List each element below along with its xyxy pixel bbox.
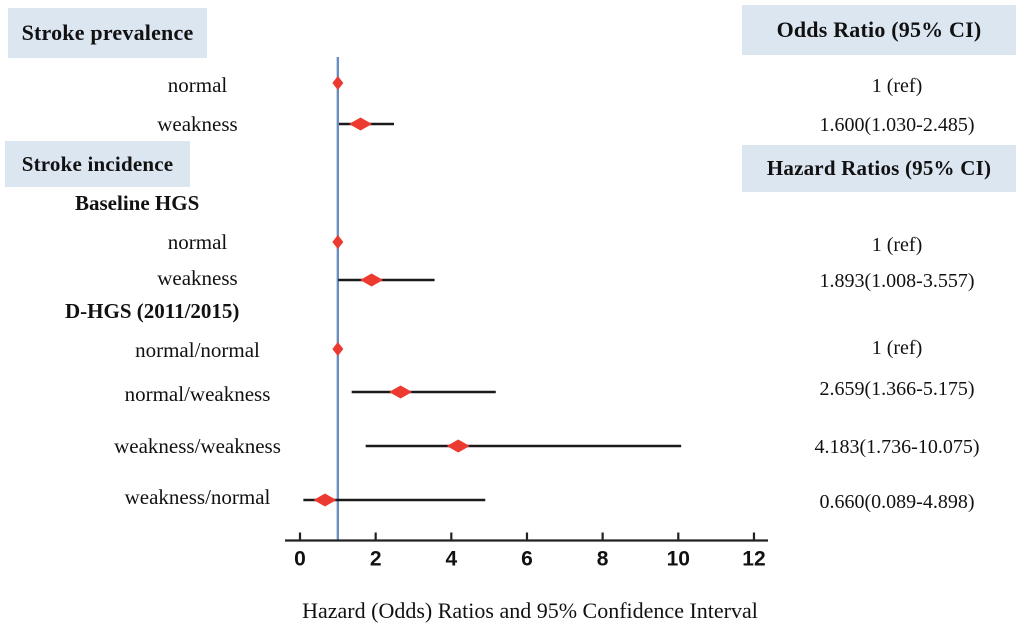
x-axis-tick-label: 10 <box>667 548 690 571</box>
estimate-diamond <box>389 385 413 399</box>
estimate-diamond <box>360 273 384 287</box>
x-axis-tick-label: 6 <box>521 548 533 571</box>
x-axis-label: Hazard (Odds) Ratios and 95% Confidence … <box>302 598 758 623</box>
row-value: 1 (ref) <box>871 234 923 256</box>
estimate-diamond <box>349 117 373 131</box>
row-value: 4.183(1.736-10.075) <box>814 436 980 458</box>
row-label: normal/normal <box>135 338 260 362</box>
estimate-diamond <box>332 235 344 249</box>
column-header-odds-ratio: Odds Ratio (95% CI) <box>742 5 1016 55</box>
section-header-stroke-prevalence: Stroke prevalence <box>8 8 207 58</box>
x-axis-tick-label: 2 <box>370 548 382 571</box>
estimate-diamond <box>332 76 344 90</box>
x-axis-tick-label: 12 <box>742 548 765 571</box>
estimate-diamond <box>446 439 470 453</box>
row-value: 0.660(0.089-4.898) <box>819 491 975 513</box>
row-label: weakness/weakness <box>114 434 281 458</box>
row-value: 2.659(1.366-5.175) <box>819 378 975 400</box>
row-label: weakness <box>157 112 238 136</box>
row-label: weakness/normal <box>124 485 271 509</box>
column-header-hazard-ratios: Hazard Ratios (95% CI) <box>742 145 1016 192</box>
row-label: normal/weakness <box>124 382 271 406</box>
estimate-diamond <box>332 342 344 356</box>
row-value: 1.600(1.030-2.485) <box>819 114 975 136</box>
row-value: 1.893(1.008-3.557) <box>819 270 975 292</box>
row-label: normal <box>167 230 228 254</box>
group-label-d-hgs: D-HGS (2011/2015) <box>65 299 240 323</box>
group-label-baseline-hgs: Baseline HGS <box>75 191 200 215</box>
row-label: normal <box>167 73 228 97</box>
x-axis-tick-label: 4 <box>445 548 457 571</box>
x-axis-tick-label: 0 <box>294 548 306 571</box>
row-label: weakness <box>157 266 238 290</box>
estimate-diamond <box>313 493 337 507</box>
row-value: 1 (ref) <box>871 75 923 97</box>
x-axis-tick-label: 8 <box>597 548 609 571</box>
row-value: 1 (ref) <box>871 337 923 359</box>
section-header-stroke-incidence: Stroke incidence <box>5 141 190 187</box>
